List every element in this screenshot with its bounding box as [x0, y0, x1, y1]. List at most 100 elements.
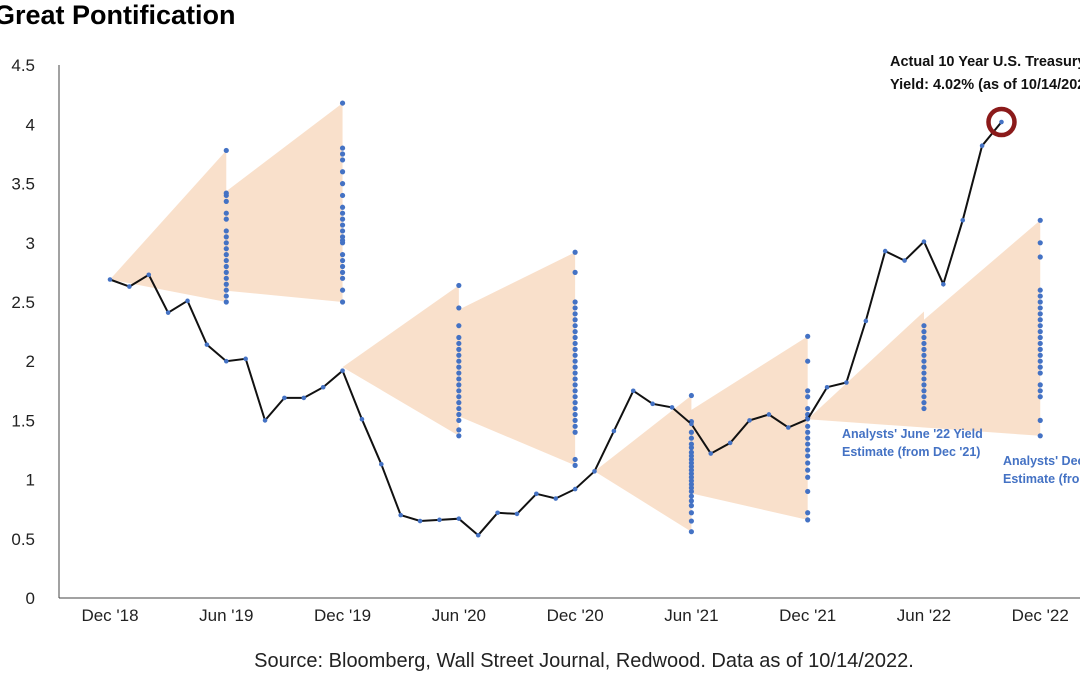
yield-point — [630, 388, 636, 394]
estimate-dot — [921, 329, 927, 335]
estimate-dot — [688, 429, 695, 435]
estimate-dot — [572, 376, 578, 382]
estimate-dot — [223, 263, 229, 270]
yield-point — [882, 248, 888, 254]
estimate-dot — [805, 423, 811, 429]
estimate-dot — [688, 453, 695, 459]
x-tick-label: Dec '22 — [1012, 606, 1069, 625]
annotation-actual-line1: Actual 10 Year U.S. Treasury — [890, 54, 1080, 70]
estimate-dot — [339, 234, 346, 240]
estimate-dot — [223, 281, 229, 287]
estimate-dot — [688, 485, 695, 491]
y-tick-label: 2.5 — [11, 293, 35, 312]
estimate-dot — [572, 417, 578, 423]
estimate-dot — [688, 481, 695, 487]
estimate-dot — [339, 287, 346, 293]
estimate-dot — [1037, 217, 1043, 223]
estimate-dot — [805, 441, 811, 447]
yield-point — [340, 368, 345, 373]
estimate-dot — [572, 305, 578, 311]
estimate-dot — [456, 405, 462, 412]
estimate-dot — [572, 334, 578, 341]
estimate-dot — [223, 252, 229, 258]
yield-point — [669, 405, 675, 410]
yield-point — [437, 517, 442, 523]
estimate-dot — [921, 364, 927, 370]
estimate-dot — [688, 456, 695, 463]
x-tick-label: Jun '21 — [664, 606, 718, 625]
estimate-dot — [1037, 311, 1043, 317]
yield-point — [398, 512, 404, 518]
estimate-dot — [921, 400, 927, 406]
axes — [58, 65, 1080, 599]
estimate-dot — [688, 529, 695, 535]
estimate-dot — [688, 518, 695, 524]
estimate-dot — [572, 411, 578, 418]
estimate-dot — [572, 423, 578, 429]
x-tick-label: Jun '20 — [432, 606, 486, 625]
estimate-dot — [805, 405, 811, 412]
x-tick-label: Dec '20 — [547, 606, 604, 625]
estimate-dot — [688, 441, 695, 447]
estimate-dot — [805, 460, 811, 466]
estimate-dot — [572, 311, 578, 317]
estimate-dot — [456, 323, 462, 329]
estimate-dot — [339, 157, 346, 163]
estimate-dot — [456, 358, 462, 364]
estimate-dot — [339, 269, 346, 275]
yield-point — [534, 491, 539, 497]
estimate-dot — [223, 234, 229, 240]
yield-point — [379, 461, 384, 467]
estimate-dot — [456, 394, 462, 400]
estimate-dot — [1037, 323, 1043, 329]
yield-point — [844, 380, 849, 385]
estimate-dot — [1037, 305, 1043, 311]
estimate-dot — [1037, 329, 1043, 335]
yield-point — [611, 428, 617, 434]
estimate-dot — [572, 269, 578, 275]
estimate-dot — [921, 382, 927, 388]
yield-point — [417, 518, 423, 524]
y-tick-label: 3.5 — [11, 175, 35, 194]
estimate-dot — [1037, 417, 1043, 423]
estimate-dot — [1037, 317, 1043, 323]
estimate-dot — [223, 228, 229, 234]
yield-point — [960, 218, 966, 223]
yield-point — [320, 384, 326, 390]
estimate-dot — [1037, 299, 1043, 305]
estimate-dot — [688, 467, 695, 473]
estimate-dot — [805, 447, 811, 453]
yield-point — [107, 277, 113, 282]
estimate-dot — [805, 453, 811, 459]
estimate-dot — [805, 467, 811, 473]
estimate-dot — [223, 269, 229, 275]
estimate-dot — [1037, 388, 1043, 394]
y-tick-label: 2 — [26, 352, 35, 371]
estimate-dot — [921, 323, 927, 329]
yield-point — [165, 310, 171, 315]
estimate-dot — [339, 237, 346, 244]
estimate-dot — [456, 400, 462, 406]
yield-point — [941, 281, 946, 287]
y-tick-label: 1 — [26, 471, 35, 490]
estimate-dot — [572, 340, 578, 347]
yield-point — [805, 416, 810, 422]
yield-point — [223, 358, 229, 364]
estimate-dot — [921, 388, 927, 394]
estimate-dot — [223, 246, 229, 252]
estimate-dot — [339, 299, 346, 305]
estimate-dot — [339, 257, 346, 264]
estimate-dot — [223, 287, 229, 293]
annotation-dec22-line1: Analysts' Dec '22 Yield — [1003, 454, 1080, 468]
estimate-dot — [1037, 433, 1043, 439]
y-tick-labels: 0 0.5 1 1.5 2 2.5 3 3.5 4 4.5 — [11, 56, 35, 608]
estimate-dot — [688, 493, 695, 499]
estimate-dot — [223, 216, 229, 222]
estimate-dot — [339, 222, 346, 228]
x-tick-label: Dec '18 — [81, 606, 138, 625]
yield-point — [689, 421, 694, 427]
yield-point — [514, 511, 520, 517]
estimate-dot — [339, 216, 346, 222]
yield-point — [185, 298, 190, 304]
yield-point — [786, 425, 791, 430]
